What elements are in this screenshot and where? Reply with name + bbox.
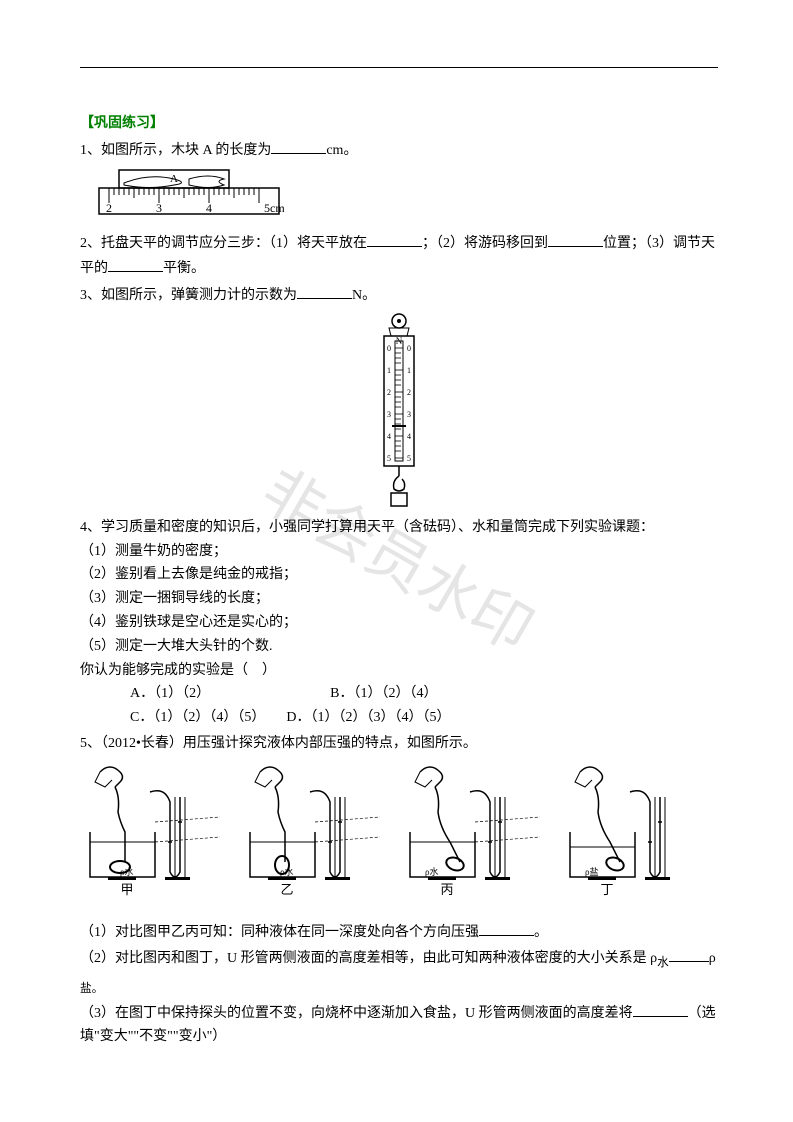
svg-text:甲: 甲 — [120, 882, 133, 897]
q5-sub3: （3）在图丁中保持探头的位置不变，向烧杯中逐渐加入食盐，U 形管两侧液面的高度差… — [80, 1001, 718, 1050]
svg-text:ρ水: ρ水 — [425, 866, 439, 877]
top-divider — [80, 67, 718, 68]
q5-sub3-before: （3）在图丁中保持探头的位置不变，向烧杯中逐渐加入食盐，U 形管两侧液面的高度差… — [80, 1006, 633, 1021]
q4-item-3: （3）测定一捆铜导线的长度； — [80, 587, 718, 611]
q5-sub3-blank[interactable] — [633, 1001, 688, 1017]
svg-text:N: N — [396, 336, 403, 346]
q5-sub2-blank[interactable] — [669, 946, 709, 962]
svg-text:3: 3 — [387, 410, 391, 419]
q5-sub2-end: 盐。 — [80, 982, 103, 995]
question-5: 5、（2012•长春）用压强计探究液体内部压强的特点，如图所示。 — [80, 732, 718, 756]
q5-sub1: （1）对比图甲乙丙可知：同种液体在同一深度处向各个方向压强 。 — [80, 920, 718, 945]
q2-text1: 2、托盘天平的调节应分三步：（1）将天平放在 — [80, 236, 367, 251]
svg-text:3: 3 — [407, 410, 411, 419]
q4-option-a[interactable]: A．（1）（2） — [130, 686, 210, 701]
q1-text-before: 1、如图所示，木块 A 的长度为 — [80, 143, 271, 158]
q4-option-d[interactable]: D．（1）（2）（3）（4）（5） — [286, 710, 450, 725]
q5-sub2: （2）对比图丙和图丁，U 形管两侧液面的高度差相等，由此可知两种液体密度的大小关… — [80, 946, 718, 998]
svg-text:0: 0 — [407, 344, 411, 353]
q4-item-4: （4）鉴别铁球是空心还是实心的； — [80, 611, 718, 635]
svg-text:ρ盐: ρ盐 — [585, 866, 599, 877]
q2-blank3[interactable] — [108, 256, 163, 272]
svg-text:2: 2 — [106, 201, 112, 215]
q4-item-1: （1）测量牛奶的密度； — [80, 540, 718, 564]
question-4: 4、学习质量和密度的知识后，小强同学打算用天平（含砝码）、水和量筒完成下列实验课… — [80, 516, 718, 730]
q4-option-row1: A．（1）（2） B．（1）（2）（4） — [130, 682, 718, 706]
q1-blank[interactable] — [271, 138, 326, 154]
question-2: 2、托盘天平的调节应分三步：（1）将天平放在；（2）将游码移回到位置；（3）调节… — [80, 231, 718, 281]
section-header: 【巩固练习】 — [80, 112, 718, 136]
q2-blank1[interactable] — [367, 231, 422, 247]
q3-text-before: 3、如图所示，弹簧测力计的示数为 — [80, 288, 297, 303]
svg-text:4: 4 — [407, 432, 411, 441]
q4-option-row2: C．（1）（2）（4）（5） D．（1）（2）（3）（4）（5） — [130, 706, 718, 730]
svg-text:乙: 乙 — [280, 882, 293, 897]
q5-intro: 5、（2012•长春）用压强计探究液体内部压强的特点，如图所示。 — [80, 732, 718, 756]
svg-text:1: 1 — [407, 366, 411, 375]
svg-text:4: 4 — [206, 201, 212, 215]
svg-text:丙: 丙 — [440, 882, 453, 897]
svg-text:5: 5 — [387, 454, 391, 463]
svg-text:ρ水: ρ水 — [120, 866, 134, 877]
svg-text:0: 0 — [387, 344, 391, 353]
q4-prompt: 你认为能够完成的实验是（ ） — [80, 659, 718, 683]
q5-sub1-before: （1）对比图甲乙丙可知：同种液体在同一深度处向各个方向压强 — [80, 925, 479, 940]
q5-sub2-before: （2）对比图丙和图丁，U 形管两侧液面的高度差相等，由此可知两种液体密度的大小关… — [80, 951, 657, 966]
q3-blank[interactable] — [297, 283, 352, 299]
q2-text4: 平衡。 — [163, 261, 205, 276]
svg-text:2: 2 — [387, 388, 391, 397]
svg-text:5: 5 — [407, 454, 411, 463]
svg-text:5cm: 5cm — [264, 201, 284, 215]
svg-text:丁: 丁 — [600, 882, 613, 897]
q4-option-b[interactable]: B．（1）（2）（4） — [330, 686, 437, 701]
q4-intro: 4、学习质量和密度的知识后，小强同学打算用天平（含砝码）、水和量筒完成下列实验课… — [80, 516, 718, 540]
q2-blank2[interactable] — [548, 231, 603, 247]
svg-text:ρ水: ρ水 — [280, 866, 294, 877]
q3-text-after: N。 — [352, 288, 376, 303]
svg-text:A: A — [170, 173, 178, 185]
q5-sub1-after: 。 — [534, 925, 548, 940]
q5-sub1-blank[interactable] — [479, 920, 534, 936]
q1-text-after: cm。 — [326, 143, 357, 158]
pressure-gauge-figure: ρ水 甲 ρ水 乙 ρ水 — [80, 762, 720, 907]
spring-scale-figure: N 0 0 1 1 2 2 3 3 4 4 5 5 — [374, 311, 424, 511]
q5-sub2-mid: 水 — [657, 956, 669, 969]
q4-item-2: （2）鉴别看上去像是纯金的戒指； — [80, 563, 718, 587]
question-1: 1、如图所示，木块 A 的长度为 cm。 — [80, 138, 718, 163]
q2-text2: ；（2）将游码移回到 — [422, 236, 548, 251]
svg-text:3: 3 — [156, 201, 162, 215]
svg-text:1: 1 — [387, 366, 391, 375]
question-3: 3、如图所示，弹簧测力计的示数为 N。 — [80, 283, 718, 308]
ruler-figure: A 2 3 4 5cm — [94, 168, 284, 218]
svg-text:2: 2 — [407, 388, 411, 397]
q5-sub2-sep: ρ — [709, 951, 716, 966]
q4-item-5: （5）测定一大堆大头针的个数. — [80, 635, 718, 659]
svg-text:4: 4 — [387, 432, 391, 441]
q4-option-c[interactable]: C．（1）（2）（4）（5） — [130, 710, 258, 725]
